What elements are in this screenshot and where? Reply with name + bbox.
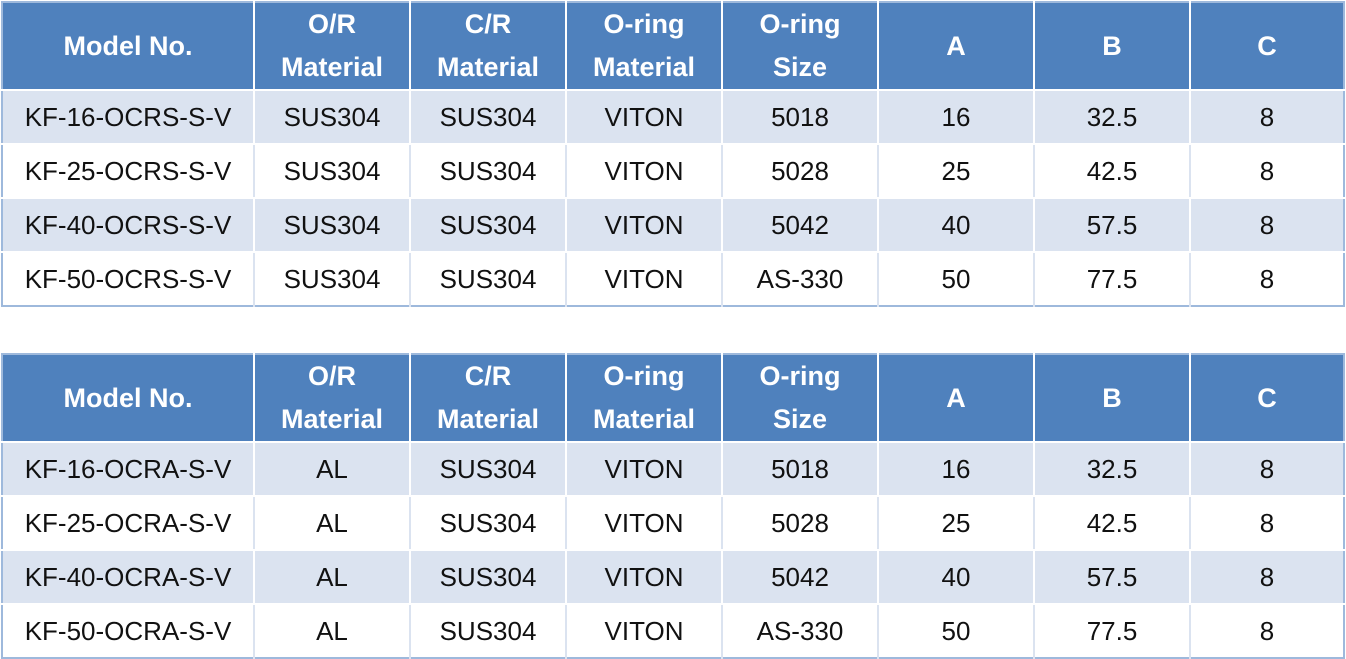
cell-model-no: KF-16-OCRA-S-V [2,442,255,497]
cell-oring-size: 5018 [722,90,879,145]
table-row: KF-40-OCRS-S-V SUS304 SUS304 VITON 5042 … [2,198,1344,253]
cell-a: 25 [878,144,1035,199]
spec-table-ocrs: Model No. O/R Material C/R Material O-ring… [1,1,1345,307]
spec-table-ocra: Model No. O/R Material C/R Material O-ring… [1,353,1345,659]
cell-cr-material: SUS304 [410,90,567,145]
cell-c: 8 [1190,550,1344,605]
table-row: KF-25-OCRA-S-V AL SUS304 VITON 5028 25 4… [2,496,1344,551]
cell-cr-material: SUS304 [410,496,567,551]
cell-oring-size: 5042 [722,550,879,605]
header-cr-material: C/R Material [410,354,567,443]
cell-model-no: KF-16-OCRS-S-V [2,90,255,145]
cell-b: 77.5 [1034,604,1191,658]
cell-or-material: SUS304 [254,252,411,306]
cell-oring-material: VITON [566,604,723,658]
cell-a: 16 [878,442,1035,497]
cell-oring-material: VITON [566,550,723,605]
cell-model-no: KF-25-OCRS-S-V [2,144,255,199]
cell-c: 8 [1190,496,1344,551]
header-or-material: O/R Material [254,354,411,443]
cell-model-no: KF-25-OCRA-S-V [2,496,255,551]
cell-or-material: AL [254,604,411,658]
header-row: Model No. O/R Material C/R Material O-ring… [2,2,1344,91]
header-model-no: Model No. [2,354,255,443]
cell-a: 16 [878,90,1035,145]
cell-model-no: KF-50-OCRA-S-V [2,604,255,658]
cell-b: 57.5 [1034,198,1191,253]
header-c: C [1190,354,1344,443]
header-oring-material: O-ring Material [566,354,723,443]
cell-model-no: KF-40-OCRA-S-V [2,550,255,605]
cell-oring-material: VITON [566,442,723,497]
cell-a: 25 [878,496,1035,551]
cell-cr-material: SUS304 [410,144,567,199]
cell-or-material: AL [254,496,411,551]
cell-or-material: SUS304 [254,144,411,199]
table-row: KF-50-OCRA-S-V AL SUS304 VITON AS-330 50… [2,604,1344,658]
header-cr-material: C/R Material [410,2,567,91]
cell-b: 77.5 [1034,252,1191,306]
cell-oring-material: VITON [566,252,723,306]
cell-oring-material: VITON [566,90,723,145]
cell-oring-size: AS-330 [722,604,879,658]
cell-c: 8 [1190,604,1344,658]
table-row: KF-16-OCRS-S-V SUS304 SUS304 VITON 5018 … [2,90,1344,145]
cell-c: 8 [1190,442,1344,497]
table-row: KF-16-OCRA-S-V AL SUS304 VITON 5018 16 3… [2,442,1344,497]
cell-b: 57.5 [1034,550,1191,605]
cell-oring-size: 5042 [722,198,879,253]
cell-c: 8 [1190,144,1344,199]
cell-oring-material: VITON [566,198,723,253]
cell-oring-material: VITON [566,496,723,551]
header-oring-material: O-ring Material [566,2,723,91]
cell-cr-material: SUS304 [410,252,567,306]
header-a: A [878,2,1035,91]
cell-a: 40 [878,198,1035,253]
cell-a: 40 [878,550,1035,605]
cell-b: 42.5 [1034,144,1191,199]
cell-cr-material: SUS304 [410,604,567,658]
header-model-no: Model No. [2,2,255,91]
cell-oring-size: 5018 [722,442,879,497]
cell-model-no: KF-50-OCRS-S-V [2,252,255,306]
cell-a: 50 [878,604,1035,658]
header-b: B [1034,354,1191,443]
cell-cr-material: SUS304 [410,442,567,497]
cell-oring-size: 5028 [722,496,879,551]
cell-a: 50 [878,252,1035,306]
cell-oring-size: 5028 [722,144,879,199]
cell-cr-material: SUS304 [410,198,567,253]
header-oring-size: O-ring Size [722,2,879,91]
header-oring-size: O-ring Size [722,354,879,443]
cell-or-material: SUS304 [254,90,411,145]
cell-cr-material: SUS304 [410,550,567,605]
cell-or-material: AL [254,550,411,605]
table-row: KF-50-OCRS-S-V SUS304 SUS304 VITON AS-33… [2,252,1344,306]
cell-oring-material: VITON [566,144,723,199]
cell-or-material: SUS304 [254,198,411,253]
header-or-material: O/R Material [254,2,411,91]
cell-b: 32.5 [1034,442,1191,497]
header-a: A [878,354,1035,443]
header-row: Model No. O/R Material C/R Material O-ring… [2,354,1344,443]
cell-b: 32.5 [1034,90,1191,145]
cell-oring-size: AS-330 [722,252,879,306]
cell-c: 8 [1190,252,1344,306]
table-row: KF-25-OCRS-S-V SUS304 SUS304 VITON 5028 … [2,144,1344,199]
cell-model-no: KF-40-OCRS-S-V [2,198,255,253]
cell-or-material: AL [254,442,411,497]
cell-c: 8 [1190,198,1344,253]
header-c: C [1190,2,1344,91]
table-row: KF-40-OCRA-S-V AL SUS304 VITON 5042 40 5… [2,550,1344,605]
cell-c: 8 [1190,90,1344,145]
header-b: B [1034,2,1191,91]
cell-b: 42.5 [1034,496,1191,551]
